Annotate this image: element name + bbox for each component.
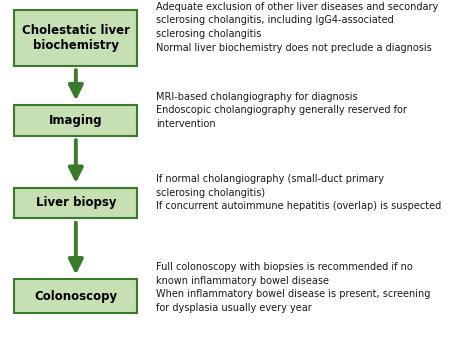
FancyBboxPatch shape xyxy=(14,10,137,65)
Text: Cholestatic liver
biochemistry: Cholestatic liver biochemistry xyxy=(22,24,130,52)
FancyBboxPatch shape xyxy=(14,279,137,313)
FancyBboxPatch shape xyxy=(14,105,137,135)
Text: MRI-based cholangiography for diagnosis
Endoscopic cholangiography generally res: MRI-based cholangiography for diagnosis … xyxy=(156,92,407,129)
Text: Adequate exclusion of other liver diseases and secondary
sclerosing cholangitis,: Adequate exclusion of other liver diseas… xyxy=(156,2,438,53)
Text: Full colonoscopy with biopsies is recommended if no
known inflammatory bowel dis: Full colonoscopy with biopsies is recomm… xyxy=(156,262,431,313)
Text: Liver biopsy: Liver biopsy xyxy=(36,196,116,209)
Text: Imaging: Imaging xyxy=(49,114,103,127)
Text: Colonoscopy: Colonoscopy xyxy=(34,290,118,303)
FancyBboxPatch shape xyxy=(14,187,137,218)
Text: If normal cholangiography (small-duct primary
sclerosing cholangitis)
If concurr: If normal cholangiography (small-duct pr… xyxy=(156,174,442,211)
